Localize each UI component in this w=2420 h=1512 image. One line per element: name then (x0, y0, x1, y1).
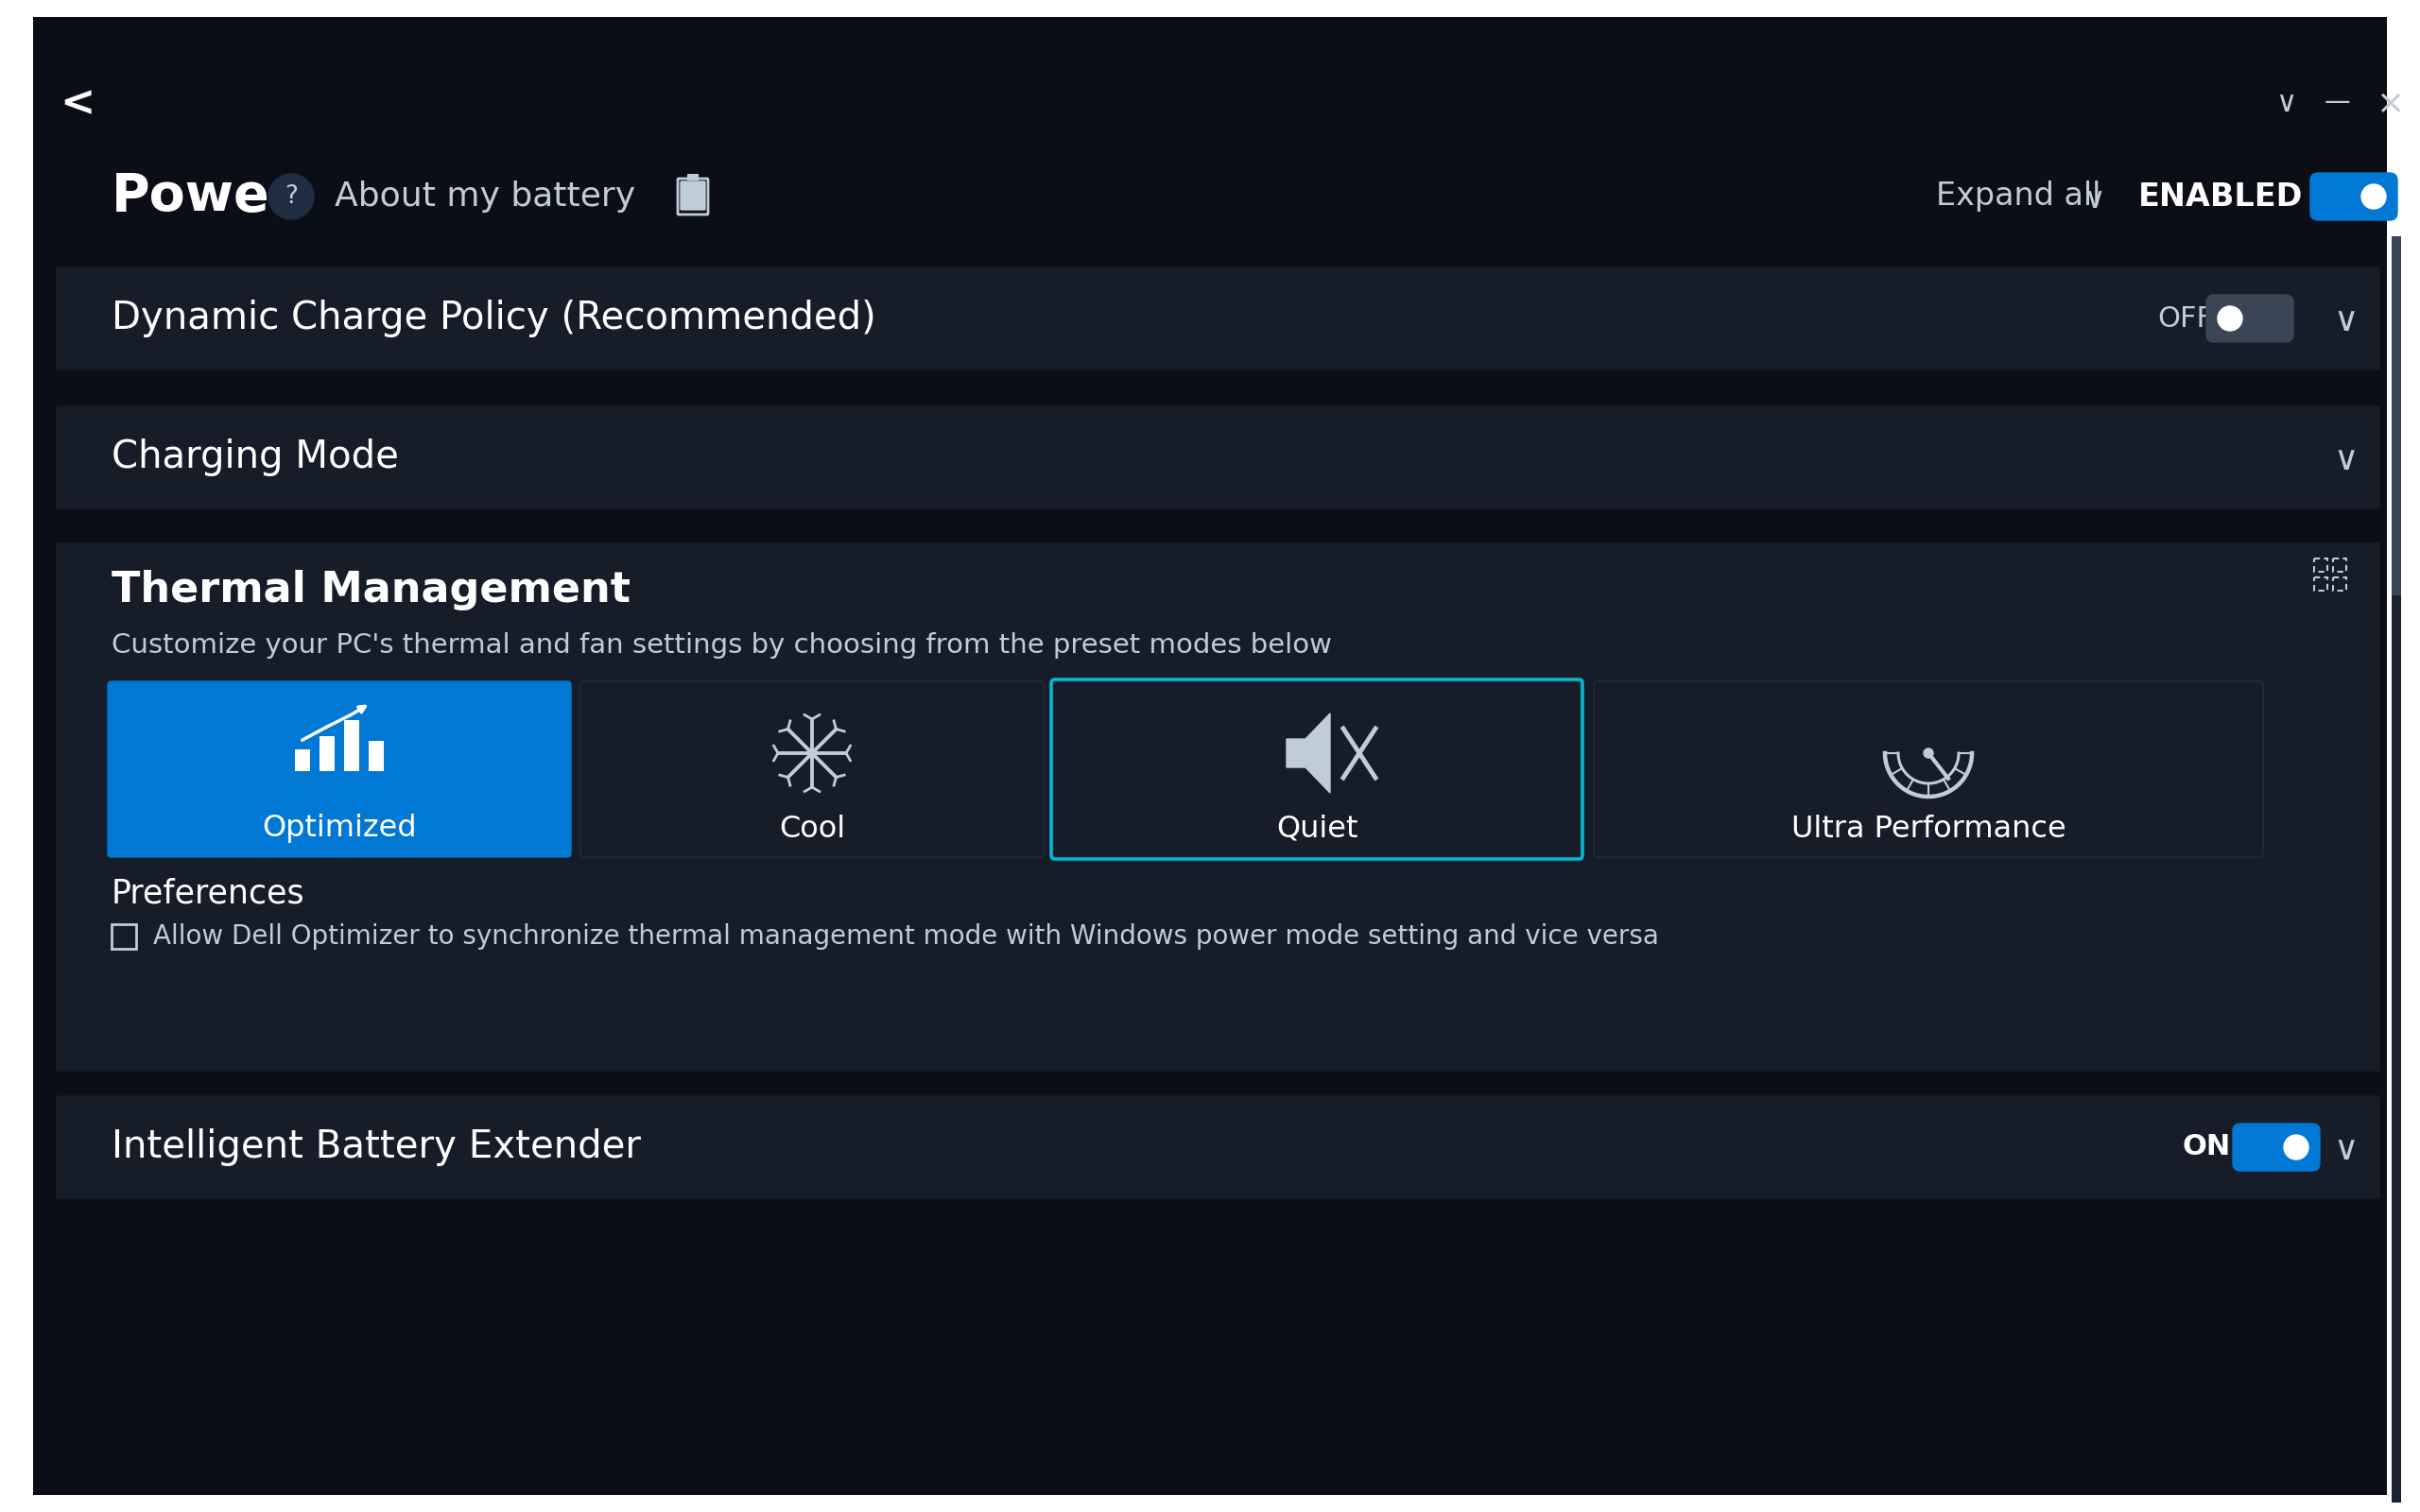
Circle shape (2284, 1136, 2309, 1160)
Circle shape (2362, 184, 2386, 209)
Text: Cool: Cool (779, 813, 845, 844)
Text: Quiet: Quiet (1275, 813, 1358, 844)
FancyBboxPatch shape (56, 543, 2379, 1070)
Text: —: — (2326, 89, 2350, 115)
Text: Charging Mode: Charging Mode (111, 438, 399, 476)
Text: Preferences: Preferences (111, 877, 305, 909)
Text: Power: Power (111, 171, 295, 222)
FancyBboxPatch shape (56, 1096, 2379, 1198)
Polygon shape (1287, 714, 1331, 792)
Text: ∨: ∨ (2333, 1134, 2360, 1166)
Text: About my battery: About my battery (334, 180, 636, 213)
Text: Ultra Performance: Ultra Performance (1791, 813, 2067, 844)
Text: ×: × (2376, 88, 2403, 119)
Text: <: < (60, 83, 94, 124)
FancyBboxPatch shape (1053, 682, 1580, 857)
Circle shape (269, 174, 315, 219)
Text: ∨: ∨ (2333, 445, 2360, 476)
Text: Optimized: Optimized (261, 813, 416, 844)
Bar (2391, 236, 2401, 596)
Bar (111, 924, 136, 950)
Text: Allow Dell Optimizer to synchronize thermal management mode with Windows power m: Allow Dell Optimizer to synchronize ther… (152, 924, 1658, 950)
Circle shape (1924, 748, 1934, 758)
Text: ON: ON (2183, 1134, 2231, 1161)
Bar (2333, 558, 2347, 572)
Text: Customize your PC's thermal and fan settings by choosing from the preset modes b: Customize your PC's thermal and fan sett… (111, 632, 1331, 659)
Circle shape (2217, 305, 2243, 331)
FancyBboxPatch shape (1595, 682, 2263, 857)
Bar (2314, 578, 2328, 591)
FancyBboxPatch shape (581, 682, 1043, 857)
Text: ∨: ∨ (2084, 186, 2105, 213)
Text: Dynamic Charge Policy (Recommended): Dynamic Charge Policy (Recommended) (111, 299, 876, 337)
FancyBboxPatch shape (2311, 172, 2398, 221)
FancyBboxPatch shape (2234, 1123, 2321, 1170)
FancyBboxPatch shape (56, 268, 2379, 369)
Bar (295, 750, 310, 771)
Text: ∨: ∨ (2275, 91, 2297, 118)
Bar (319, 736, 334, 771)
Text: Expand all: Expand all (1936, 181, 2101, 212)
Text: OFF: OFF (2156, 305, 2212, 333)
Text: ENABLED: ENABLED (2139, 181, 2304, 212)
Text: Intelligent Battery Extender: Intelligent Battery Extender (111, 1128, 641, 1166)
Bar (2314, 558, 2328, 572)
FancyBboxPatch shape (680, 181, 704, 210)
FancyBboxPatch shape (2207, 295, 2294, 342)
FancyBboxPatch shape (56, 407, 2379, 508)
Bar (687, 174, 699, 180)
FancyBboxPatch shape (109, 682, 571, 857)
Bar (344, 720, 358, 771)
Text: ∨: ∨ (2333, 305, 2360, 337)
Circle shape (808, 748, 818, 758)
Bar (368, 741, 385, 771)
Text: Thermal Management: Thermal Management (111, 570, 632, 611)
Bar (2391, 236, 2401, 1503)
Text: ?: ? (286, 184, 298, 209)
Bar (2333, 578, 2347, 591)
